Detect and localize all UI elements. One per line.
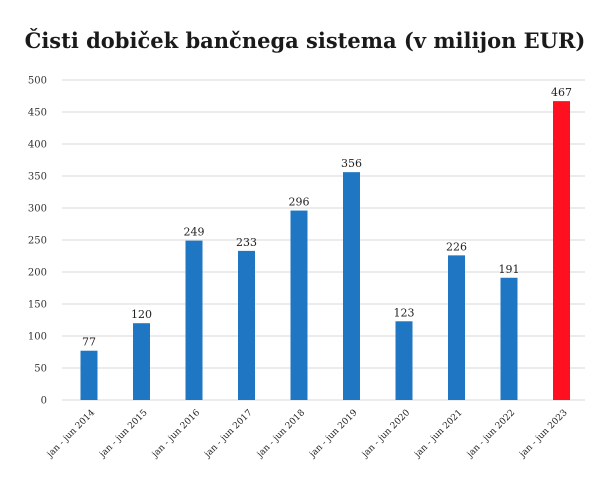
- data-label: 233: [236, 236, 257, 249]
- y-tick-label: 150: [28, 300, 47, 311]
- y-tick-label: 450: [28, 108, 47, 119]
- bar: [448, 255, 465, 400]
- x-tick-label: jan - jun 2020: [360, 408, 412, 460]
- data-label: 226: [446, 240, 467, 253]
- bar: [80, 350, 98, 400]
- y-axis-ticks: 0 50 100 150 200 250 300 350 400 450 500: [28, 76, 47, 407]
- bars: [80, 101, 570, 401]
- y-tick-label: 0: [41, 396, 47, 407]
- x-tick-label: jan - jun 2017: [202, 408, 254, 460]
- data-label: 120: [131, 308, 152, 321]
- bar: [553, 101, 570, 401]
- x-tick-label: jan - jun 2018: [255, 408, 307, 460]
- data-label: 467: [551, 86, 572, 99]
- data-label: 249: [184, 226, 205, 239]
- bar: [185, 240, 203, 400]
- x-tick-label: jan - jun 2021: [412, 408, 464, 460]
- data-label: 191: [499, 263, 520, 276]
- data-label: 356: [341, 157, 362, 170]
- bar: [343, 172, 360, 400]
- x-tick-label: jan - jun 2015: [97, 408, 149, 460]
- y-tick-label: 400: [28, 140, 47, 151]
- y-tick-label: 350: [28, 172, 47, 183]
- y-tick-label: 300: [28, 204, 47, 215]
- x-tick-label: jan - jun 2019: [307, 408, 359, 460]
- y-tick-label: 500: [28, 76, 47, 87]
- x-tick-label: jan - jun 2022: [465, 408, 517, 460]
- x-tick-label: jan - jun 2016: [150, 408, 202, 460]
- y-tick-label: 250: [28, 236, 47, 247]
- data-labels: 77 120 249 233 296 356 123 226 191 467: [82, 86, 572, 349]
- x-tick-label: jan - jun 2014: [45, 408, 97, 460]
- data-label: 296: [289, 196, 310, 209]
- data-label: 77: [82, 336, 96, 349]
- bar: [395, 321, 413, 400]
- bar: [238, 250, 255, 400]
- y-tick-label: 200: [28, 268, 47, 279]
- x-tick-label: jan - jun 2023: [517, 408, 569, 460]
- y-tick-label: 100: [28, 332, 47, 343]
- chart-title: Čisti dobiček bančnega sistema (v milijo…: [24, 28, 586, 53]
- bar: [500, 277, 518, 400]
- x-axis-ticks: jan - jun 2014 jan - jun 2015 jan - jun 20…: [45, 408, 570, 460]
- y-tick-label: 50: [34, 364, 47, 375]
- bar: [133, 323, 150, 400]
- bar: [290, 210, 308, 400]
- data-label: 123: [394, 306, 415, 319]
